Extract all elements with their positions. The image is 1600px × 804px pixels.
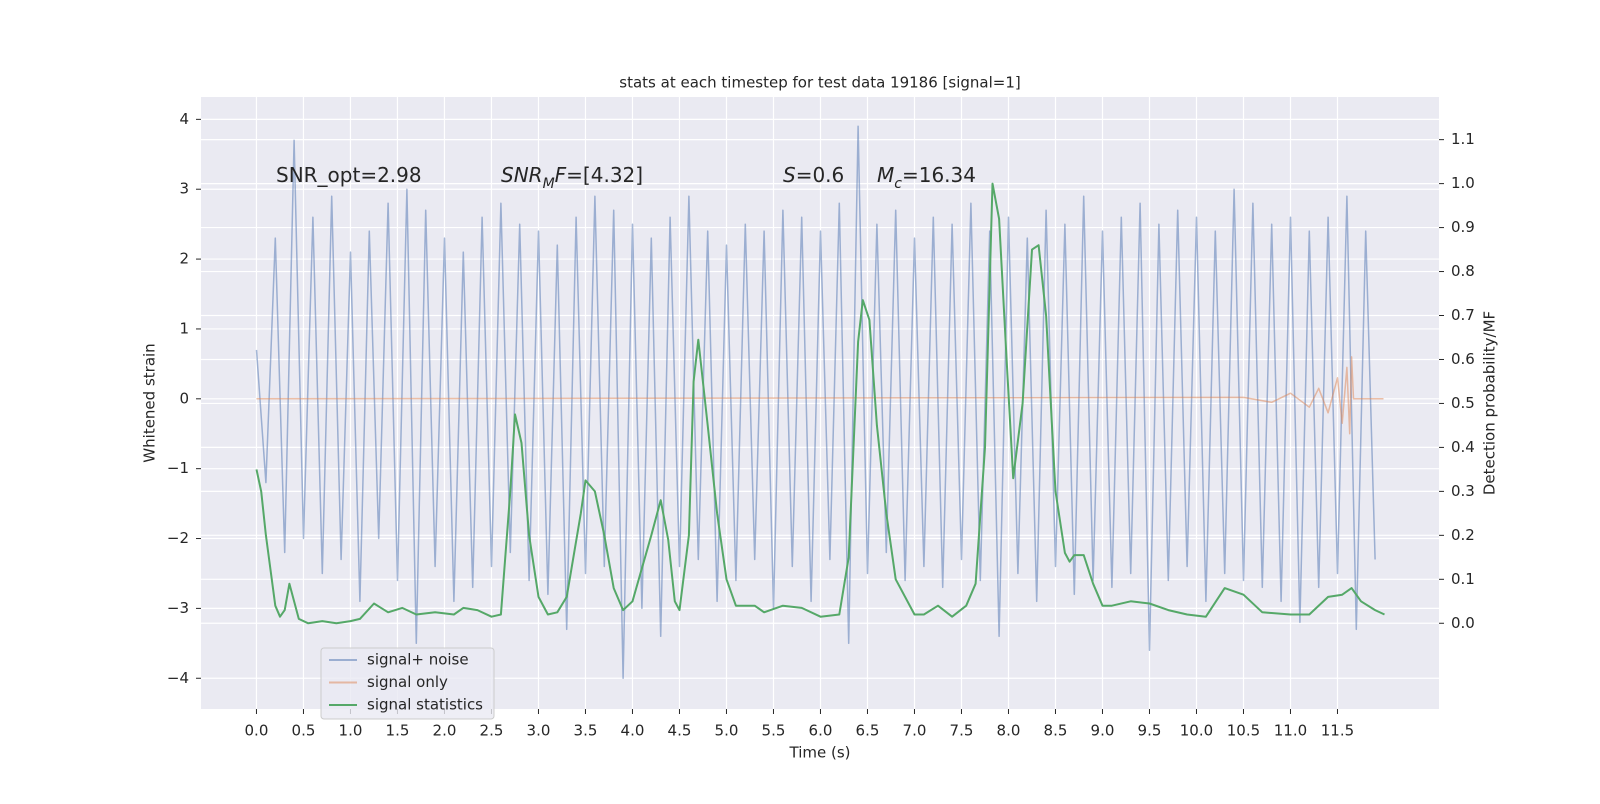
y2-tick-label: 0.3 bbox=[1451, 482, 1475, 500]
x-tick-label: 11.0 bbox=[1274, 722, 1307, 740]
annotation: S=0.6 bbox=[783, 163, 844, 187]
y2-tick-label: 0.4 bbox=[1451, 438, 1475, 456]
x-tick-label: 0.5 bbox=[292, 722, 316, 740]
y2-tick-label: 0.9 bbox=[1451, 218, 1475, 236]
y2-axis-label: Detection probability/MF bbox=[1481, 311, 1499, 495]
series-line bbox=[255, 182, 1385, 625]
legend-label: signal+ noise bbox=[367, 651, 469, 669]
chart-title: stats at each timestep for test data 191… bbox=[619, 74, 1020, 92]
y2-tick-label: 0.5 bbox=[1451, 394, 1475, 412]
y-tick-label: −2 bbox=[167, 529, 189, 547]
legend-label: signal only bbox=[367, 673, 448, 691]
x-tick-label: 1.5 bbox=[386, 722, 410, 740]
x-tick-label: 4.5 bbox=[668, 722, 692, 740]
y2-tick-label: 0.6 bbox=[1451, 350, 1475, 368]
x-tick-label: 3.0 bbox=[527, 722, 551, 740]
x-tick-label: 2.5 bbox=[480, 722, 504, 740]
legend: signal+ noise signal only signal statistic… bbox=[320, 647, 495, 720]
annotation-part: =[4.32] bbox=[566, 163, 643, 187]
x-tick-label: 7.5 bbox=[950, 722, 974, 740]
y-tick-label: −3 bbox=[167, 599, 189, 617]
annotation: SNRMF=[4.32] bbox=[501, 163, 643, 193]
annotation: SNR_opt=2.98 bbox=[276, 163, 422, 187]
x-tick-label: 6.5 bbox=[856, 722, 880, 740]
x-tick-label: 10.5 bbox=[1227, 722, 1260, 740]
y-tick-label: −1 bbox=[167, 459, 189, 477]
x-tick-label: 5.5 bbox=[762, 722, 786, 740]
y-tick-label: 1 bbox=[179, 319, 189, 337]
x-tick-label: 3.5 bbox=[574, 722, 598, 740]
legend-label: signal statistics bbox=[367, 696, 483, 714]
annotation-part: S bbox=[783, 163, 796, 187]
x-tick-label: 1.0 bbox=[339, 722, 363, 740]
annotation-part: SNR_opt=2.98 bbox=[276, 163, 422, 187]
annotation-part: M bbox=[877, 163, 894, 187]
y-tick-label: −4 bbox=[167, 669, 189, 687]
y2-tick-label: 0.1 bbox=[1451, 570, 1475, 588]
y-tick-label: 0 bbox=[179, 389, 189, 407]
annotation-part: =16.34 bbox=[902, 163, 976, 187]
annotation-part: =0.6 bbox=[796, 163, 845, 187]
x-tick-label: 0.0 bbox=[245, 722, 269, 740]
series-line bbox=[255, 125, 1376, 680]
y2-tick-label: 0.7 bbox=[1451, 306, 1475, 324]
x-axis-label: Time (s) bbox=[789, 744, 851, 762]
y-axis-label: Whitened strain bbox=[141, 343, 159, 462]
y-tick-label: 2 bbox=[179, 250, 189, 268]
x-tick-label: 10.0 bbox=[1180, 722, 1213, 740]
x-tick-label: 7.0 bbox=[903, 722, 927, 740]
x-tick-label: 4.0 bbox=[621, 722, 645, 740]
y-tick-label: 3 bbox=[179, 180, 189, 198]
y2-tick-label: 1.0 bbox=[1451, 174, 1475, 192]
y2-tick-label: 0.0 bbox=[1451, 614, 1475, 632]
x-tick-label: 9.0 bbox=[1091, 722, 1115, 740]
series-line bbox=[256, 356, 1384, 435]
x-tick-label: 5.0 bbox=[715, 722, 739, 740]
y2-tick-label: 0.2 bbox=[1451, 526, 1475, 544]
annotation-part: M bbox=[543, 176, 555, 192]
annotation: Mc=16.34 bbox=[877, 163, 976, 193]
y-tick-label: 4 bbox=[179, 110, 189, 128]
legend-box bbox=[320, 647, 495, 720]
x-tick-label: 8.0 bbox=[997, 722, 1021, 740]
x-tick-label: 11.5 bbox=[1321, 722, 1354, 740]
annotation-part: SNR bbox=[501, 163, 543, 187]
x-tick-label: 9.5 bbox=[1138, 722, 1162, 740]
y2-tick-label: 0.8 bbox=[1451, 262, 1475, 280]
x-tick-label: 6.0 bbox=[809, 722, 833, 740]
x-tick-label: 8.5 bbox=[1044, 722, 1068, 740]
annotation-part: c bbox=[894, 176, 902, 192]
x-tick-label: 2.0 bbox=[433, 722, 457, 740]
y2-tick-label: 1.1 bbox=[1451, 130, 1475, 148]
annotation-part: F bbox=[555, 163, 567, 187]
